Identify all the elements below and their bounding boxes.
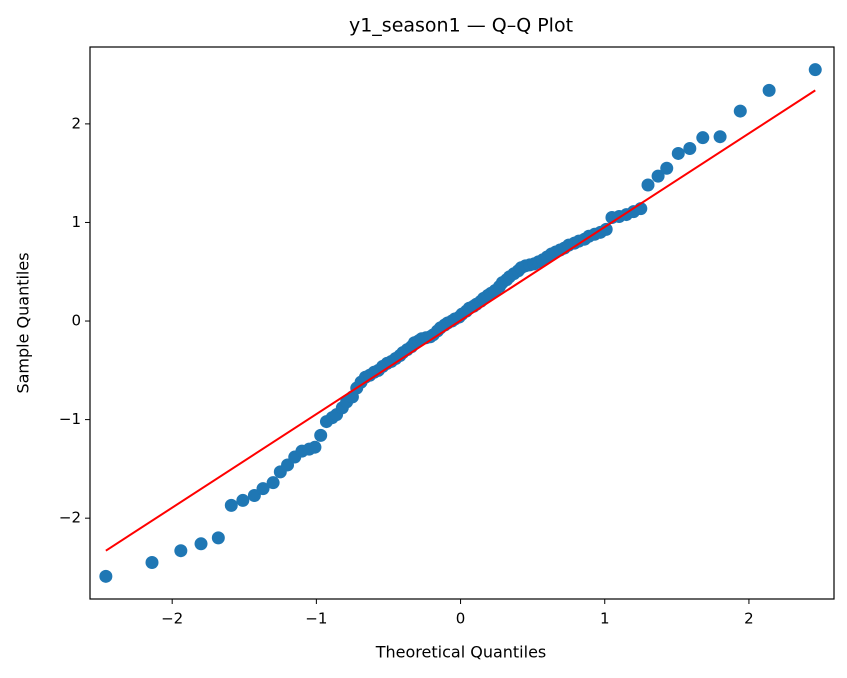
point — [247, 489, 261, 502]
plot-frame — [89, 46, 835, 600]
point — [194, 537, 208, 551]
chart-title: y1_season1 — Q–Q Plot — [349, 15, 573, 37]
point — [733, 104, 747, 118]
point — [651, 169, 665, 183]
point — [808, 63, 822, 77]
point — [713, 130, 727, 144]
y-tick-label: 0 — [71, 312, 81, 330]
x-tick-label: −2 — [161, 610, 183, 628]
x-tick-label: 0 — [456, 610, 466, 628]
point — [660, 161, 674, 175]
point — [671, 146, 685, 160]
y-tick-label: 2 — [71, 114, 81, 132]
x-axis-label: Theoretical Quantiles — [375, 643, 547, 662]
point — [308, 440, 322, 454]
point — [211, 531, 225, 545]
x-tick-label: 2 — [744, 610, 754, 628]
point — [145, 556, 159, 570]
y-tick-label: −2 — [59, 509, 81, 527]
point — [683, 142, 697, 156]
point — [696, 131, 710, 145]
point — [99, 569, 113, 583]
point — [762, 83, 776, 97]
reference-line — [105, 89, 816, 552]
y-tick-label: −1 — [59, 410, 81, 428]
point — [256, 482, 270, 496]
point — [599, 222, 613, 236]
point — [236, 493, 250, 507]
point — [641, 178, 655, 192]
point — [266, 476, 280, 490]
x-tick-label: 1 — [600, 610, 610, 628]
x-tick-label: −1 — [305, 610, 327, 628]
y-tick-label: 1 — [71, 213, 81, 231]
point — [314, 428, 328, 442]
point — [224, 498, 238, 512]
point — [174, 544, 188, 558]
y-axis-label: Sample Quantiles — [14, 252, 33, 393]
